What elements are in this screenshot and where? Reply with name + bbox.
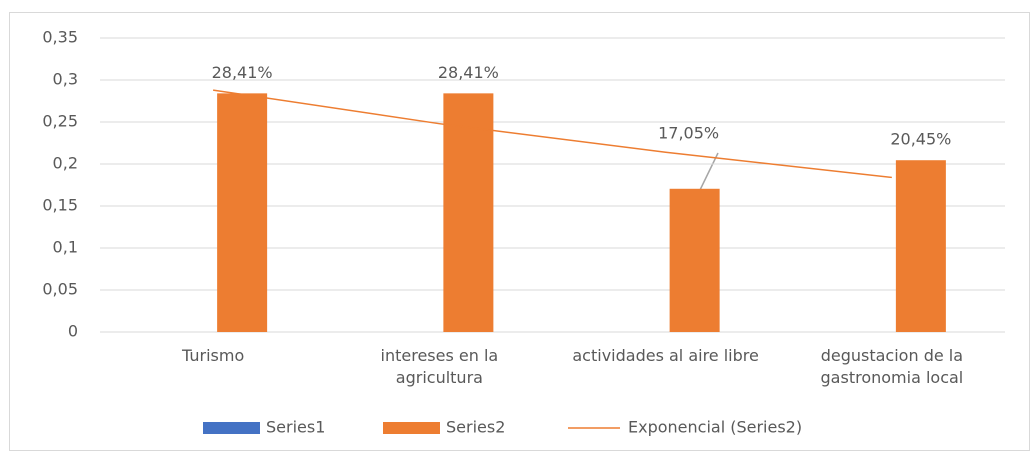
x-tick-label: intereses en la agricultura: [380, 346, 499, 387]
data-label: 28,41%: [212, 63, 273, 82]
legend-swatch: [383, 422, 440, 434]
y-tick-label: 0,15: [42, 196, 78, 215]
data-label: 20,45%: [890, 130, 951, 149]
y-tick-label: 0,35: [42, 28, 78, 47]
y-tick-label: 0,1: [53, 238, 78, 257]
bar: [443, 93, 494, 332]
legend-label: Series1: [266, 418, 325, 437]
y-tick-label: 0,3: [53, 70, 78, 89]
bar: [669, 188, 720, 332]
y-tick-label: 0,05: [42, 280, 78, 299]
legend-label: Exponencial (Series2): [628, 418, 802, 437]
data-label: 17,05%: [658, 123, 719, 142]
legend-label: Series2: [446, 418, 505, 437]
bar: [217, 93, 268, 332]
x-tick-label: Turismo: [182, 346, 245, 365]
chart-border: [9, 12, 1030, 451]
legend-swatch: [203, 422, 260, 434]
trendline: [213, 89, 892, 179]
x-tick-label: actividades al aire libre: [572, 346, 759, 365]
y-tick-label: 0,2: [53, 154, 78, 173]
data-label: 28,41%: [438, 63, 499, 82]
x-tick-label: degustacion de la gastronomia local: [820, 346, 964, 387]
y-tick-label: 0,25: [42, 112, 78, 131]
leader-line: [699, 152, 719, 191]
y-tick-label: 0: [68, 322, 78, 341]
bar: [895, 160, 946, 332]
